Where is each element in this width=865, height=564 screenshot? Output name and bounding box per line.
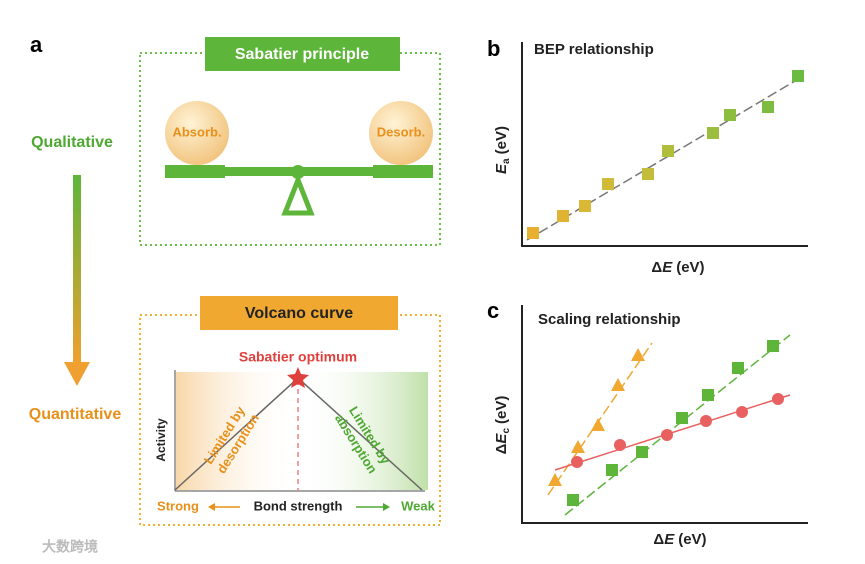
optimum-label: Sabatier optimum (239, 349, 357, 365)
point (606, 464, 618, 476)
point (676, 412, 688, 424)
point (636, 446, 648, 458)
x-axis-label: ΔE (eV) (653, 531, 706, 548)
point (557, 210, 569, 222)
point (767, 340, 779, 352)
top-banner (205, 37, 400, 71)
panel-label: c (487, 298, 499, 323)
arrow-head (208, 503, 215, 511)
seesaw-end (165, 165, 225, 178)
ball (369, 101, 433, 165)
panel-label: a (30, 32, 43, 57)
fit-line (547, 342, 653, 496)
weak-label: Weak (401, 498, 435, 513)
point (591, 418, 605, 431)
x-axis-label: Bond strength (254, 498, 343, 513)
point (792, 70, 804, 82)
arrow-head (383, 503, 390, 511)
ball-label: Desorb. (377, 124, 425, 139)
y-axis-label: ΔEc(eV) (493, 396, 512, 455)
fit-line (526, 77, 801, 241)
pivot (291, 165, 305, 179)
x-axis-label: ΔE (eV) (651, 259, 704, 276)
fulcrum (281, 173, 315, 216)
watermark: 大数跨境 (42, 539, 98, 555)
quantitative-label: Quantitative (29, 406, 122, 423)
point (642, 168, 654, 180)
point (614, 439, 626, 451)
seesaw-end (373, 165, 433, 178)
point (661, 429, 673, 441)
point (772, 393, 784, 405)
star (287, 367, 309, 388)
point (548, 473, 562, 486)
point (724, 109, 736, 121)
point (631, 348, 645, 361)
point (736, 406, 748, 418)
ball (165, 101, 229, 165)
point (527, 227, 539, 239)
arrow-head (64, 362, 90, 386)
y-axis-label: Ea(eV) (493, 126, 512, 174)
ball-label: Absorb. (172, 124, 221, 139)
point (702, 389, 714, 401)
panel-title: BEP relationship (534, 41, 654, 58)
point (611, 378, 625, 391)
point (571, 456, 583, 468)
panel-title: Scaling relationship (538, 311, 681, 328)
arrow-shaft (73, 175, 81, 365)
point (732, 362, 744, 374)
right-region (298, 372, 428, 490)
banner-text: Volcano curve (245, 305, 353, 322)
point (602, 178, 614, 190)
point (571, 440, 585, 453)
point (662, 145, 674, 157)
point (707, 127, 719, 139)
activity-label: Activity (154, 418, 168, 462)
banner-text: Sabatier principle (235, 46, 369, 63)
qualitative-label: Qualitative (31, 134, 113, 151)
fit-line (554, 394, 791, 471)
point (700, 415, 712, 427)
point (567, 494, 579, 506)
bottom-banner (200, 296, 398, 330)
panel-label: b (487, 36, 500, 61)
point (762, 101, 774, 113)
strong-label: Strong (157, 498, 199, 513)
fit-line (564, 334, 791, 516)
point (579, 200, 591, 212)
